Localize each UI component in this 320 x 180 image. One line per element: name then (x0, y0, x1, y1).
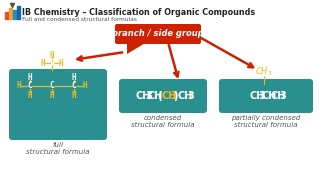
Text: (: ( (157, 91, 162, 101)
Text: condensed: condensed (144, 115, 182, 121)
Text: 3: 3 (259, 91, 265, 101)
Text: H: H (50, 51, 54, 60)
Text: branch / side group: branch / side group (112, 30, 204, 39)
Bar (13, 10, 16, 19)
Text: C: C (28, 82, 32, 91)
Text: IB Chemistry – Classification of Organic Compounds: IB Chemistry – Classification of Organic… (22, 8, 255, 17)
Text: C: C (50, 58, 54, 68)
Text: H: H (83, 82, 87, 91)
FancyBboxPatch shape (119, 79, 207, 113)
Text: structural formula: structural formula (234, 122, 298, 128)
Text: CH: CH (261, 91, 277, 101)
Text: CH: CH (148, 91, 164, 101)
Text: CH: CH (136, 91, 151, 101)
Text: H: H (41, 58, 45, 68)
Text: CH: CH (270, 91, 286, 101)
FancyBboxPatch shape (219, 79, 313, 113)
Bar (17, 6, 20, 19)
Text: ): ) (173, 91, 178, 101)
Text: H: H (28, 73, 32, 82)
Text: 3: 3 (187, 91, 194, 101)
Text: H: H (50, 91, 54, 100)
Polygon shape (127, 42, 147, 54)
Text: structural formula: structural formula (26, 149, 90, 155)
Text: H: H (59, 58, 63, 68)
Text: H: H (72, 73, 76, 82)
Text: C: C (72, 82, 76, 91)
Text: partially condensed: partially condensed (231, 115, 300, 121)
Text: 3: 3 (279, 91, 286, 101)
FancyBboxPatch shape (115, 24, 201, 44)
Bar (5, 12, 8, 19)
Text: 3: 3 (145, 91, 152, 101)
Text: CH: CH (250, 91, 265, 101)
Text: Full and condensed structural formulas: Full and condensed structural formulas (22, 17, 137, 22)
Text: structural formula: structural formula (131, 122, 195, 128)
Text: full: full (52, 142, 63, 148)
Text: $CH_3$: $CH_3$ (255, 66, 273, 78)
Text: C: C (50, 82, 54, 91)
Text: CH: CH (178, 91, 193, 101)
FancyBboxPatch shape (9, 69, 107, 140)
Text: 3: 3 (171, 91, 177, 101)
Bar (9, 8, 12, 19)
Text: H: H (17, 82, 21, 91)
Text: CH: CH (162, 91, 177, 101)
Text: H: H (28, 91, 32, 100)
Text: H: H (72, 91, 76, 100)
